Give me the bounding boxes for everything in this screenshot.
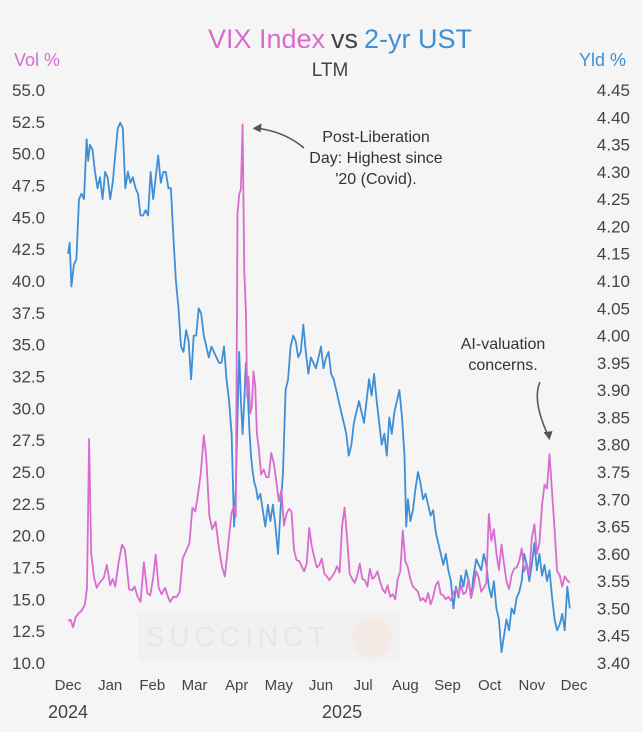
annotation-line: concerns. bbox=[468, 357, 537, 374]
right-tick-label: 4.20 bbox=[597, 217, 630, 236]
x-tick-label: Nov bbox=[518, 677, 545, 694]
watermark: SUCCINCT bbox=[138, 612, 400, 662]
annotation-line: Post-Liberation bbox=[322, 129, 430, 146]
left-tick-label: 50.0 bbox=[12, 145, 45, 164]
left-tick-label: 10.0 bbox=[12, 654, 45, 673]
right-tick-label: 3.85 bbox=[597, 408, 630, 427]
watermark-logo-icon bbox=[352, 617, 392, 657]
annotation-line: AI-valuation bbox=[461, 336, 546, 353]
right-tick-label: 4.10 bbox=[597, 272, 630, 291]
right-tick-label: 3.90 bbox=[597, 381, 630, 400]
x-tick-label: Feb bbox=[139, 677, 165, 694]
chart-subtitle: LTM bbox=[312, 60, 349, 81]
x-tick-label: Jul bbox=[354, 677, 373, 694]
left-tick-label: 27.5 bbox=[12, 431, 45, 450]
right-tick-label: 3.75 bbox=[597, 463, 630, 482]
left-axis-label: Vol % bbox=[14, 50, 60, 70]
left-tick-label: 30.0 bbox=[12, 399, 45, 418]
right-tick-label: 3.95 bbox=[597, 354, 630, 373]
right-tick-label: 3.80 bbox=[597, 436, 630, 455]
left-tick-label: 40.0 bbox=[12, 272, 45, 291]
right-tick-label: 3.60 bbox=[597, 545, 630, 564]
right-tick-label: 3.70 bbox=[597, 490, 630, 509]
left-axis-ticks: 55.0 52.5 50.0 47.5 45.0 42.5 40.0 37.5 35.0 32.5… bbox=[12, 81, 45, 673]
year-labels: 2024 2025 bbox=[48, 702, 362, 722]
annotation-line: '20 (Covid). bbox=[335, 171, 416, 188]
watermark-text: SUCCINCT bbox=[146, 621, 331, 652]
x-tick-label: Jan bbox=[98, 677, 122, 694]
left-tick-label: 37.5 bbox=[12, 304, 45, 323]
x-tick-label: Oct bbox=[478, 677, 502, 694]
right-tick-label: 4.45 bbox=[597, 81, 630, 100]
left-tick-label: 47.5 bbox=[12, 177, 45, 196]
vix-series-line bbox=[67, 123, 571, 629]
x-tick-label: Sep bbox=[434, 677, 461, 694]
annotation-line: Day: Highest since bbox=[309, 150, 442, 167]
watermark-band bbox=[138, 612, 400, 662]
right-tick-label: 4.25 bbox=[597, 190, 630, 209]
x-tick-label: Dec bbox=[55, 677, 82, 694]
left-tick-label: 35.0 bbox=[12, 336, 45, 355]
annotation-arrow bbox=[258, 127, 305, 149]
left-tick-label: 42.5 bbox=[12, 240, 45, 259]
right-tick-label: 4.15 bbox=[597, 245, 630, 264]
ust-series-line bbox=[67, 121, 571, 653]
x-tick-label: Mar bbox=[182, 677, 208, 694]
annotation-ai-valuation: AI-valuation concerns. bbox=[461, 336, 546, 374]
annotations: Post-Liberation Day: Highest since '20 (Co… bbox=[252, 123, 553, 441]
x-axis-ticks: Dec Jan Feb Mar Apr May Jun Jul Aug Sep Oct Nov Dec bbox=[55, 677, 588, 694]
series-lines bbox=[67, 121, 571, 653]
left-tick-label: 45.0 bbox=[12, 208, 45, 227]
right-tick-label: 4.00 bbox=[597, 327, 630, 346]
left-tick-label: 32.5 bbox=[12, 368, 45, 387]
right-tick-label: 4.35 bbox=[597, 136, 630, 155]
x-tick-label: Aug bbox=[392, 677, 419, 694]
title-vs: vs bbox=[331, 24, 358, 54]
year-label: 2025 bbox=[322, 702, 362, 722]
annotation-arrow bbox=[536, 381, 549, 435]
right-tick-label: 3.50 bbox=[597, 599, 630, 618]
left-tick-label: 55.0 bbox=[12, 81, 45, 100]
right-tick-label: 4.30 bbox=[597, 163, 630, 182]
left-tick-label: 20.0 bbox=[12, 527, 45, 546]
left-tick-label: 22.5 bbox=[12, 495, 45, 514]
title-vix: VIX Index bbox=[208, 24, 326, 54]
left-tick-label: 12.5 bbox=[12, 622, 45, 641]
right-tick-label: 4.05 bbox=[597, 299, 630, 318]
x-tick-label: Apr bbox=[225, 677, 248, 694]
right-tick-label: 4.40 bbox=[597, 108, 630, 127]
x-tick-label: May bbox=[265, 677, 294, 694]
right-tick-label: 3.40 bbox=[597, 654, 630, 673]
right-tick-label: 3.65 bbox=[597, 518, 630, 537]
chart-title: VIX Index vs 2-yr UST bbox=[208, 24, 472, 54]
right-axis-ticks: 4.45 4.40 4.35 4.30 4.25 4.20 4.15 4.10 4.05 4.00… bbox=[597, 81, 630, 673]
left-tick-label: 15.0 bbox=[12, 590, 45, 609]
arrowhead-icon bbox=[543, 431, 553, 441]
right-tick-label: 3.55 bbox=[597, 572, 630, 591]
x-tick-label: Jun bbox=[309, 677, 333, 694]
x-tick-label: Dec bbox=[561, 677, 588, 694]
right-axis-label: Yld % bbox=[579, 50, 626, 70]
year-label: 2024 bbox=[48, 702, 88, 722]
right-tick-label: 3.45 bbox=[597, 627, 630, 646]
title-ust: 2-yr UST bbox=[364, 24, 472, 54]
annotation-post-liberation: Post-Liberation Day: Highest since '20 (Co… bbox=[309, 129, 442, 188]
left-tick-label: 17.5 bbox=[12, 559, 45, 578]
arrowhead-icon bbox=[252, 123, 262, 133]
left-tick-label: 52.5 bbox=[12, 113, 45, 132]
left-tick-label: 25.0 bbox=[12, 463, 45, 482]
